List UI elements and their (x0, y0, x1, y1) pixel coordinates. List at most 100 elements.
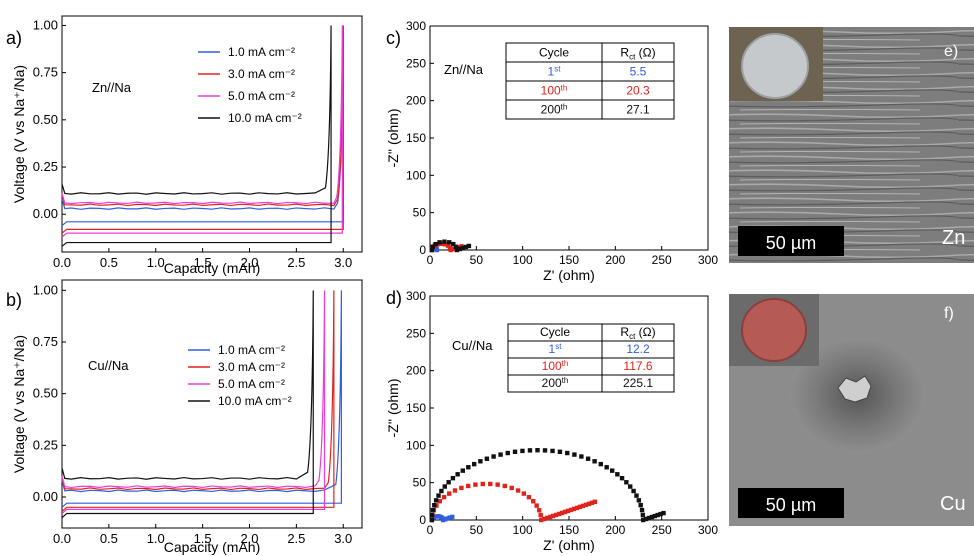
panel-e-micrograph: e) 50 µm Zn (729, 27, 974, 263)
x-tick-label: 0.0 (53, 531, 71, 546)
y-tick-label: 0.50 (33, 112, 58, 127)
zn-disk-photo (741, 33, 809, 99)
nyquist-point (478, 459, 483, 464)
nyquist-point (453, 244, 459, 250)
panel-d: d) 0 50 100 150 200 250 300050100150200250300 … (385, 288, 718, 553)
x-tick-label: 3.0 (334, 255, 352, 270)
nyquist-point (531, 499, 536, 504)
y-tick-label: 0.00 (33, 206, 58, 221)
nyquist-point (631, 488, 636, 494)
panel-label-e: e) (944, 43, 958, 60)
nyquist-point (491, 454, 496, 459)
nyquist-point (661, 510, 666, 516)
x-tick-label: 100 (513, 253, 533, 267)
nyquist-point (579, 454, 584, 459)
nyquist-point (577, 504, 583, 510)
table-header-rct: Rct (Ω) (620, 325, 655, 341)
annotation-zn-na-eis: Zn//Na (444, 62, 484, 77)
x-tick-label: 300 (698, 523, 718, 537)
x-tick-label: 1.0 (147, 531, 165, 546)
legend-label: 10.0 mA cm⁻² (218, 394, 292, 408)
nyquist-point (430, 507, 436, 513)
x-tick-label: 1.0 (147, 255, 165, 270)
legend-label: 1.0 mA cm⁻² (228, 45, 295, 59)
nyquist-point (460, 468, 465, 473)
nyquist-point (562, 509, 568, 515)
nyquist-point (466, 243, 472, 249)
nyquist-point (437, 240, 442, 245)
y-tick-label: 50 (413, 476, 427, 490)
scale-bar-label-e: 50 µm (766, 233, 816, 253)
nyquist-point (463, 244, 469, 250)
x-tick-label: 0.0 (53, 255, 71, 270)
axis-ticks-c: 0 50 100 150 200 250 300 0 50 100 150 200 250 300 (406, 19, 718, 267)
nyquist-point (437, 499, 443, 504)
nyquist-point (572, 452, 577, 457)
nyquist-point (643, 516, 649, 522)
x-tick-label: 0.5 (100, 531, 118, 546)
table-cell-rct: 12.2 (626, 342, 650, 356)
nyquist-point (541, 516, 547, 522)
nyquist-point (547, 514, 553, 520)
y-tick-label: 1.00 (33, 17, 58, 32)
nyquist-point (448, 247, 453, 253)
table-header-rct: Rct (Ω) (620, 46, 655, 62)
x-tick-label: 150 (559, 253, 579, 267)
nyquist-point (434, 247, 440, 253)
nyquist-point (452, 488, 458, 493)
y-tick-label: 200 (406, 364, 426, 378)
legend-label: 3.0 mA cm⁻² (218, 360, 285, 374)
nyquist-point (515, 488, 521, 493)
table-header-cycle: Cycle (540, 325, 570, 339)
nyquist-point (609, 468, 615, 473)
nyquist-point (640, 517, 646, 523)
nyquist-point (484, 456, 490, 461)
nyquist-point (585, 456, 591, 461)
y-tick-label: 0 (419, 243, 426, 257)
series-line (61, 25, 344, 227)
y-tick-label: 150 (406, 401, 426, 415)
y-axis-label-a: Voltage (V vs Na⁺/Na) (11, 65, 27, 203)
plot-frame-b (61, 279, 363, 529)
x-axis-label-c: Z' (ohm) (543, 267, 595, 283)
y-tick-label: 100 (406, 168, 426, 182)
metal-label-cu: Cu (940, 493, 966, 515)
axis-ticks-a: 0.0 0.5 1.0 1.5 2.0 2.5 3.0 0.00 0.25 0.50 0.75 1.0… (33, 17, 353, 270)
nyquist-point (441, 495, 447, 500)
nyquist-point (471, 461, 477, 467)
table-cell-rct: 225.1 (623, 376, 653, 390)
nyquist-point (538, 512, 543, 518)
annotation-zn-na: Zn//Na (92, 80, 132, 95)
x-tick-label: 2.5 (287, 531, 305, 546)
nyquist-point (636, 498, 642, 503)
series-line (61, 290, 314, 519)
x-tick-label: 0 (427, 253, 434, 267)
x-tick-label: 100 (513, 523, 533, 537)
x-axis-label-b: Capacity (mAh) (164, 539, 260, 555)
nyquist-point (586, 501, 592, 507)
x-tick-label: 200 (605, 253, 625, 267)
nyquist-point (583, 502, 589, 508)
y-tick-label: 0.75 (33, 334, 58, 349)
nyquist-point (502, 483, 508, 489)
rct-table-c: Cycle Rct (Ω) 1st 5.5 100th 20.3 200th 27.1 (505, 42, 675, 120)
series-line (61, 25, 343, 238)
panel-f-micrograph: f) 50 µm Cu (729, 294, 974, 526)
x-axis-label-a: Capacity (mAh) (164, 260, 260, 276)
y-tick-label: 0.25 (33, 437, 58, 452)
nyquist-point (615, 472, 620, 477)
nyquist-point (574, 505, 580, 511)
nyquist-point (442, 239, 447, 244)
nyquist-point (430, 244, 436, 250)
cu-disk-photo (741, 298, 807, 362)
table-cell-rct: 117.6 (623, 359, 652, 373)
x-tick-label: 200 (605, 523, 625, 537)
table-cell-cycle: 1st (548, 65, 562, 79)
x-tick-label: 250 (652, 253, 672, 267)
table-cell-cycle: 1st (549, 342, 563, 356)
nyquist-point (634, 493, 639, 498)
y-tick-label: 0.50 (33, 386, 58, 401)
y-tick-label: 150 (406, 131, 426, 145)
legend-b: 1.0 mA cm⁻² 3.0 mA cm⁻² 5.0 mA cm⁻² 10.0 mA… (188, 343, 292, 408)
